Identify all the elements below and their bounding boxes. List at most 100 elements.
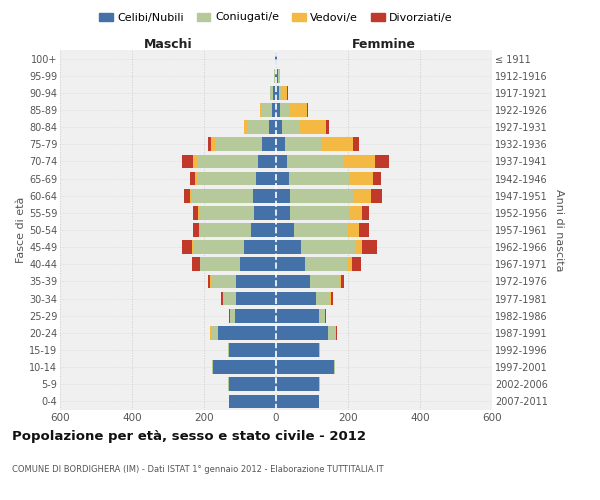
Bar — [276, 378, 319, 391]
Bar — [244, 240, 276, 254]
Bar — [276, 52, 277, 66]
Bar — [276, 343, 319, 357]
Bar — [276, 292, 316, 306]
Bar — [276, 274, 341, 288]
Bar — [276, 309, 319, 322]
Bar — [276, 360, 335, 374]
Bar — [211, 326, 276, 340]
Bar — [276, 258, 352, 271]
Bar — [276, 394, 319, 408]
Bar — [276, 326, 337, 340]
Bar — [276, 172, 373, 185]
Bar — [276, 103, 289, 117]
Bar — [244, 120, 276, 134]
Bar — [276, 274, 344, 288]
Bar — [276, 223, 294, 237]
Bar — [276, 120, 283, 134]
Bar — [276, 172, 289, 185]
Bar — [200, 258, 276, 271]
Bar — [275, 52, 276, 66]
Bar — [276, 138, 359, 151]
Bar — [276, 206, 350, 220]
Legend: Celibi/Nubili, Coniugati/e, Vedovi/e, Divorziati/e: Celibi/Nubili, Coniugati/e, Vedovi/e, Di… — [95, 8, 457, 27]
Bar — [276, 378, 320, 391]
Bar — [276, 394, 319, 408]
Bar — [276, 292, 330, 306]
Bar — [276, 138, 321, 151]
Bar — [276, 52, 277, 66]
Bar — [276, 138, 285, 151]
Bar — [190, 189, 276, 202]
Bar — [191, 189, 276, 202]
Bar — [276, 189, 371, 202]
Bar — [221, 292, 276, 306]
Text: Femmine: Femmine — [352, 38, 416, 51]
Bar — [211, 274, 276, 288]
Bar — [276, 103, 308, 117]
Bar — [260, 103, 276, 117]
Bar — [276, 103, 280, 117]
Bar — [256, 172, 276, 185]
Text: Maschi: Maschi — [143, 38, 193, 51]
Bar — [275, 52, 276, 66]
Bar — [276, 52, 277, 66]
Bar — [218, 326, 276, 340]
Bar — [276, 274, 310, 288]
Bar — [276, 274, 339, 288]
Bar — [276, 86, 287, 100]
Bar — [276, 120, 326, 134]
Bar — [276, 240, 377, 254]
Bar — [244, 120, 276, 134]
Bar — [269, 86, 276, 100]
Bar — [192, 258, 276, 271]
Bar — [276, 326, 335, 340]
Bar — [273, 86, 276, 100]
Bar — [276, 86, 288, 100]
Bar — [230, 309, 276, 322]
Bar — [230, 309, 276, 322]
Bar — [276, 172, 381, 185]
Bar — [229, 394, 276, 408]
Bar — [229, 394, 276, 408]
Bar — [276, 223, 369, 237]
Bar — [276, 86, 282, 100]
Bar — [199, 206, 276, 220]
Bar — [276, 154, 389, 168]
Bar — [276, 378, 320, 391]
Bar — [274, 69, 276, 82]
Bar — [276, 360, 335, 374]
Bar — [212, 360, 276, 374]
Bar — [224, 292, 276, 306]
Bar — [276, 69, 278, 82]
Bar — [247, 120, 276, 134]
Bar — [193, 240, 276, 254]
Bar — [229, 378, 276, 391]
Bar — [276, 309, 326, 322]
Bar — [251, 223, 276, 237]
Bar — [276, 154, 375, 168]
Bar — [229, 343, 276, 357]
Bar — [275, 69, 276, 82]
Y-axis label: Anni di nascita: Anni di nascita — [554, 188, 565, 271]
Bar — [229, 343, 276, 357]
Bar — [270, 86, 276, 100]
Bar — [190, 172, 276, 185]
Bar — [274, 69, 276, 82]
Bar — [197, 154, 276, 168]
Bar — [276, 189, 290, 202]
Bar — [276, 360, 335, 374]
Bar — [236, 292, 276, 306]
Bar — [276, 292, 331, 306]
Bar — [276, 189, 382, 202]
Bar — [276, 69, 278, 82]
Bar — [223, 292, 276, 306]
Bar — [211, 326, 276, 340]
Bar — [253, 189, 276, 202]
Bar — [276, 326, 328, 340]
Bar — [276, 189, 353, 202]
Bar — [276, 138, 353, 151]
Bar — [276, 258, 305, 271]
Bar — [276, 154, 343, 168]
Bar — [199, 223, 276, 237]
Bar — [276, 343, 320, 357]
